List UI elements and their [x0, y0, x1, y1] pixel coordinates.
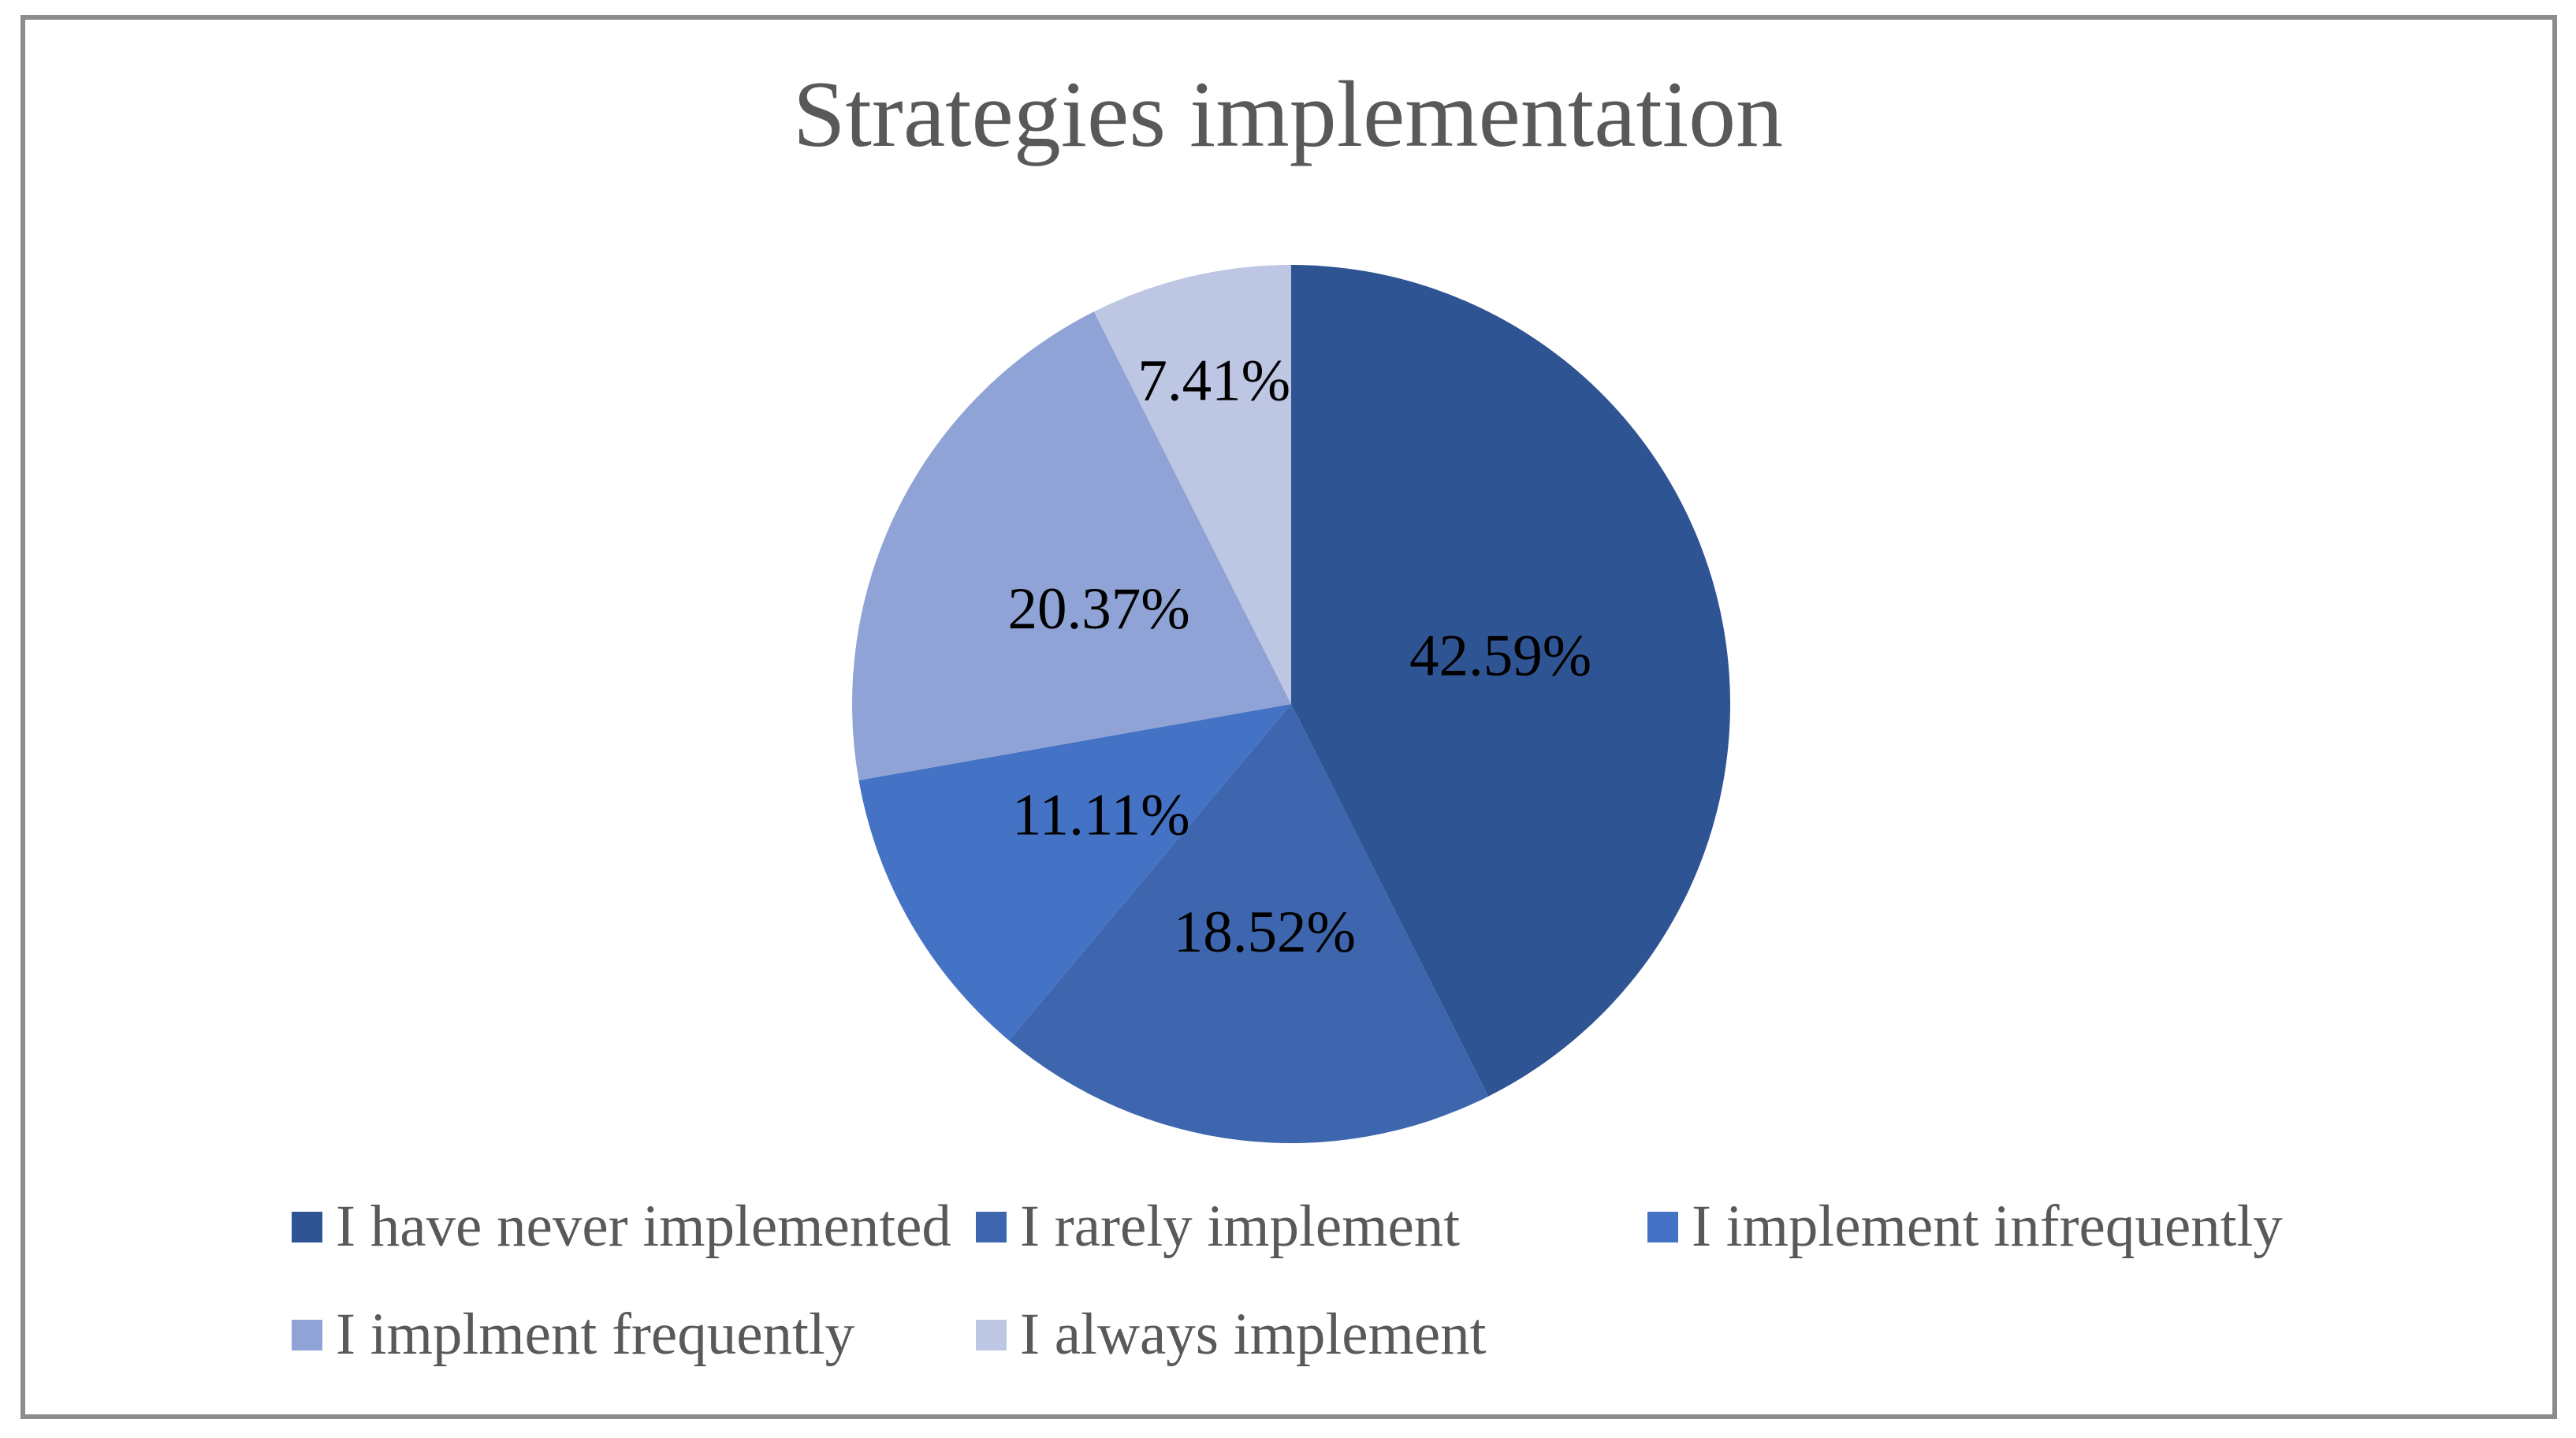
pie-slice-label: 11.11%	[1012, 783, 1190, 848]
legend-swatch-icon	[976, 1319, 1007, 1350]
pie-slice-0	[1291, 265, 1731, 1097]
pie-slice-4	[1093, 265, 1291, 704]
pie-slice-label: 7.41%	[1137, 348, 1290, 413]
pie-slice-3	[852, 311, 1291, 780]
legend-label: I implement infrequently	[1692, 1194, 2283, 1259]
pie-slice-label: 42.59%	[1409, 623, 1591, 688]
chart-border	[20, 15, 2557, 1419]
legend-item-infrequently: I implement infrequently	[1647, 1193, 2283, 1261]
chart-title: Strategies implementation	[792, 61, 1784, 166]
pie-slice-2	[858, 704, 1291, 1041]
legend-swatch-icon	[1647, 1211, 1678, 1242]
legend-swatch-icon	[292, 1211, 322, 1242]
legend-item-always: I always implement	[976, 1301, 1647, 1369]
legend-swatch-icon	[976, 1211, 1007, 1242]
legend-label: I always implement	[1020, 1302, 1487, 1368]
legend-item-rarely: I rarely implement	[976, 1193, 1647, 1261]
pie-slice-label: 20.37%	[1007, 576, 1189, 642]
pie-slice-label: 18.52%	[1174, 900, 1356, 965]
legend-label: I implment frequently	[336, 1302, 855, 1368]
legend-item-frequently: I implment frequently	[292, 1301, 976, 1369]
legend: I have never implemented I rarely implem…	[292, 1193, 2283, 1369]
legend-label: I have never implemented	[336, 1194, 951, 1259]
legend-label: I rarely implement	[1020, 1194, 1461, 1259]
legend-swatch-icon	[292, 1319, 322, 1350]
pie-slice-1	[1009, 704, 1489, 1143]
legend-item-never: I have never implemented	[292, 1193, 976, 1261]
